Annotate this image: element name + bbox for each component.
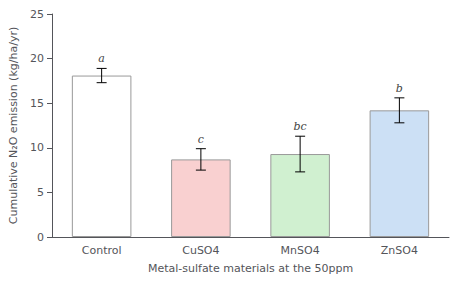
svg-text:10: 10 (30, 141, 44, 154)
svg-text:CuSO4: CuSO4 (182, 244, 219, 257)
svg-text:MnSO4: MnSO4 (281, 244, 320, 257)
svg-text:ZnSO4: ZnSO4 (381, 244, 418, 257)
svg-text:a: a (98, 52, 105, 65)
svg-text:25: 25 (30, 8, 44, 21)
svg-text:c: c (198, 133, 204, 146)
svg-text:0: 0 (37, 231, 44, 244)
svg-text:Control: Control (82, 244, 122, 257)
svg-text:15: 15 (30, 97, 44, 110)
svg-text:bc: bc (294, 120, 307, 133)
svg-text:20: 20 (30, 52, 44, 65)
svg-text:5: 5 (37, 186, 44, 199)
svg-text:Metal-sulfate materials at the: Metal-sulfate materials at the 50ppm (148, 262, 353, 275)
svg-text:Cumulative N₂O emission (kg/ha: Cumulative N₂O emission (kg/ha/yr) (7, 27, 20, 224)
svg-text:b: b (396, 82, 403, 95)
